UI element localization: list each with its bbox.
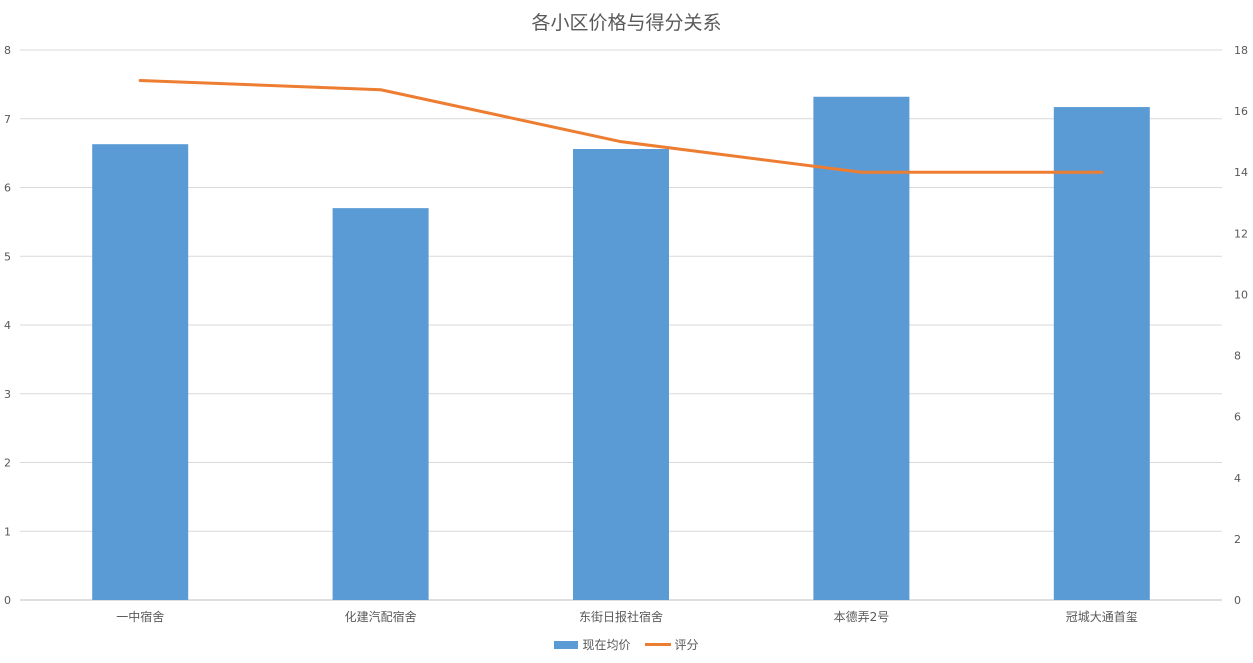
legend-label-line: 评分 [674, 638, 699, 652]
bar [813, 96, 910, 600]
legend-item-bar: 现在均价 [554, 636, 631, 653]
y-right-tick-label: 4 [1234, 472, 1241, 485]
y-left-tick-label: 7 [4, 113, 11, 126]
x-tick-label: 冠城大通首玺 [1066, 610, 1138, 624]
bar [92, 144, 189, 600]
y-right-tick-label: 14 [1234, 166, 1248, 179]
y-left-tick-label: 6 [4, 182, 11, 195]
legend-label-bar: 现在均价 [582, 638, 631, 652]
y-right-tick-label: 6 [1234, 411, 1241, 424]
x-tick-label: 本德弄2号 [834, 609, 890, 624]
y-left-tick-label: 1 [4, 525, 11, 538]
chart-title: 各小区价格与得分关系 [531, 12, 722, 34]
y-left-tick-label: 5 [4, 250, 11, 263]
legend-swatch-bar [554, 640, 579, 649]
y-right-tick-label: 18 [1234, 44, 1248, 57]
y-right-tick-label: 12 [1234, 227, 1248, 240]
y-right-tick-label: 2 [1234, 533, 1241, 546]
y-right-tick-label: 0 [1234, 594, 1241, 607]
x-tick-label: 东街日报社宿舍 [579, 609, 663, 624]
y-left-tick-label: 8 [4, 44, 11, 57]
y-left-tick-label: 0 [4, 594, 11, 607]
y-right-tick-label: 8 [1234, 350, 1241, 363]
y-left-tick-label: 4 [4, 319, 11, 332]
bar [1053, 107, 1150, 600]
x-tick-label: 一中宿舍 [116, 609, 164, 624]
y-right-tick-label: 16 [1234, 105, 1248, 118]
y-left-tick-label: 3 [4, 388, 11, 401]
legend: 现在均价 评分 [0, 636, 1253, 653]
y-right-tick-label: 10 [1234, 288, 1248, 301]
legend-item-line: 评分 [644, 636, 699, 653]
y-left-tick-label: 2 [4, 457, 11, 470]
legend-swatch-line [644, 643, 671, 646]
x-tick-label: 化建汽配宿舍 [345, 609, 417, 624]
bar [573, 149, 669, 600]
bar [332, 208, 429, 600]
